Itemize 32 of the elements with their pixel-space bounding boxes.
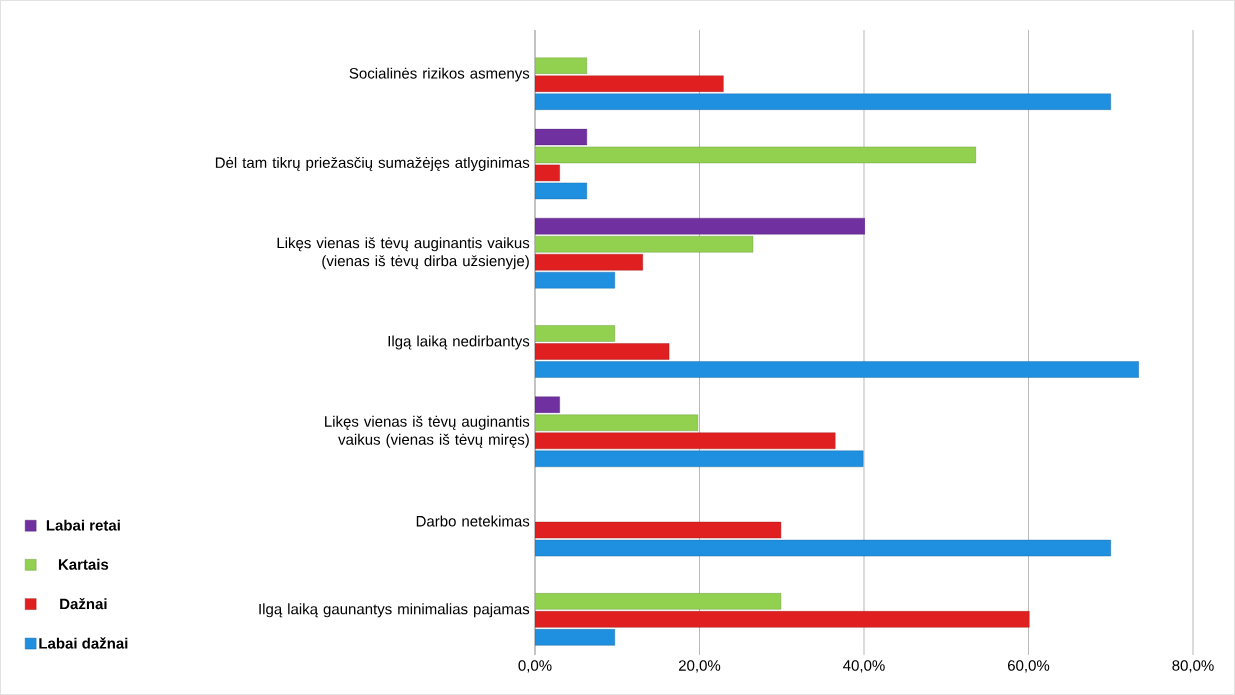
x-tick-label: 0,0% xyxy=(518,660,552,673)
bar xyxy=(535,57,588,74)
bar xyxy=(535,450,864,467)
x-tick-label: 20,0% xyxy=(678,660,721,673)
x-tick-label: 80,0% xyxy=(1172,660,1214,673)
y-tick-label: Likęs vienas iš tėvų auginantis vaikus (vienas iš tėvų dirba užsienyje) xyxy=(277,237,530,270)
bar xyxy=(535,218,866,235)
bar xyxy=(535,414,699,431)
legend-label: Kartais xyxy=(58,558,109,570)
bar xyxy=(535,593,782,610)
bar xyxy=(535,93,1111,110)
bar xyxy=(535,611,1030,628)
bar xyxy=(535,361,1139,378)
bar xyxy=(535,272,615,289)
bar xyxy=(535,432,836,449)
bar xyxy=(535,343,670,360)
y-tick-label: Ilgą laiką nedirbantys xyxy=(388,335,530,350)
y-tick-label: Dėl tam tikrų priežasčių sumažėjęs atlyginimas xyxy=(215,156,530,171)
y-tick-label: Ilgą laiką gaunantys minimalias pajamas xyxy=(259,603,530,618)
bar xyxy=(535,629,615,646)
legend-label: Dažnai xyxy=(60,597,107,610)
legend-label: Labai dažnai xyxy=(39,637,128,649)
bar xyxy=(535,254,643,271)
bar xyxy=(535,325,615,342)
y-tick-label: Socialinės rizikos asmenys xyxy=(349,67,530,82)
x-tick-label: 40,0% xyxy=(843,660,885,673)
bar xyxy=(535,75,724,92)
y-tick-label: Likęs vienas iš tėvų auginantis vaikus (vienas iš tėvų miręs) xyxy=(325,415,530,448)
legend-label: Labai retai xyxy=(46,519,120,531)
bar xyxy=(535,236,754,253)
x-tick-label: 60,0% xyxy=(1008,660,1050,673)
y-tick-label: Darbo netekimas xyxy=(416,515,530,527)
